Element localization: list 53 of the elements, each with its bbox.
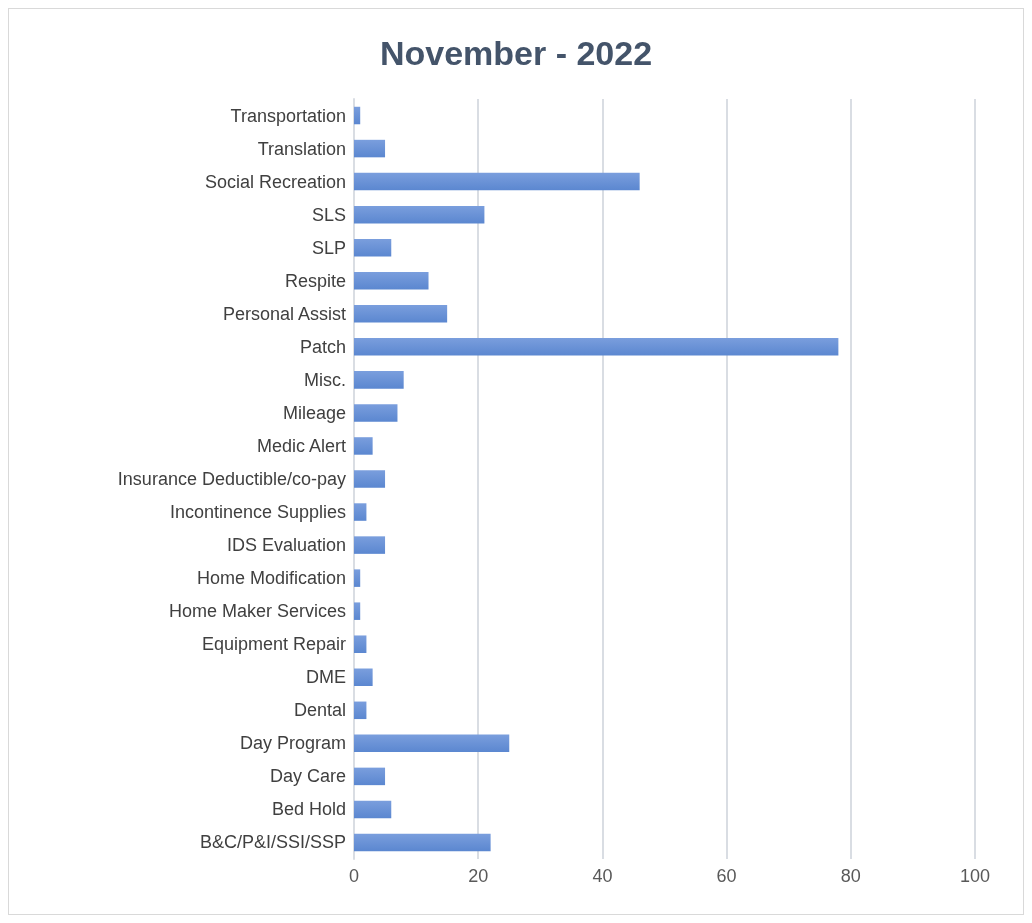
y-tick-label: Day Care [269, 766, 346, 787]
bar [354, 470, 386, 488]
y-tick-label: Translation [257, 138, 346, 159]
y-tick-label: Respite [284, 270, 346, 291]
bar [354, 404, 398, 422]
y-tick-label: Home Modification [196, 568, 346, 589]
y-tick-label: Medic Alert [256, 435, 346, 456]
y-tick-label: IDS Evaluation [226, 535, 346, 556]
x-tick-label: 60 [716, 866, 737, 886]
y-tick-label: Misc. [304, 369, 346, 390]
x-tick-label: 40 [592, 866, 613, 886]
bar [354, 271, 429, 290]
y-tick-label: Incontinence Supplies [169, 502, 346, 523]
y-tick-label: B&C/P&I/SSI/SSP [199, 832, 346, 853]
y-tick-label: SLS [311, 204, 346, 225]
bar [354, 800, 392, 819]
bar [354, 305, 448, 323]
y-tick-label: Insurance Deductible/co-pay [117, 469, 346, 489]
bar [354, 536, 386, 554]
bar [354, 701, 367, 720]
bar [354, 437, 373, 455]
y-tick-label: Day Program [239, 733, 346, 754]
bar [354, 371, 404, 389]
y-tick-label: Home Maker Services [168, 601, 346, 622]
x-tick-label: 80 [840, 866, 861, 886]
bar [354, 338, 839, 356]
y-tick-label: Personal Assist [222, 303, 346, 324]
bar [354, 569, 361, 587]
x-tick-label: 100 [959, 866, 991, 886]
bar [354, 139, 386, 158]
bar [354, 238, 392, 257]
bar [354, 668, 373, 687]
bar [354, 635, 367, 653]
y-tick-label: Mileage [282, 402, 346, 423]
bar [354, 734, 510, 753]
y-tick-label: Bed Hold [271, 799, 346, 820]
bar [354, 205, 485, 224]
bar [354, 833, 491, 852]
bar [354, 106, 361, 125]
bar [354, 767, 386, 786]
y-tick-label: Patch [299, 336, 346, 357]
bar [354, 503, 367, 521]
chart-title: November - 2022 [379, 34, 653, 72]
y-tick-label: Dental [293, 700, 346, 721]
x-tick-label: 20 [468, 866, 489, 886]
bar [354, 602, 361, 620]
y-tick-label: SLP [311, 237, 346, 258]
y-tick-label: Social Recreation [204, 171, 346, 192]
y-tick-label: DME [306, 667, 346, 688]
x-tick-label: 0 [348, 866, 360, 886]
y-tick-label: Transportation [230, 105, 346, 126]
y-tick-label: Equipment Repair [201, 634, 346, 655]
bar [354, 172, 640, 191]
